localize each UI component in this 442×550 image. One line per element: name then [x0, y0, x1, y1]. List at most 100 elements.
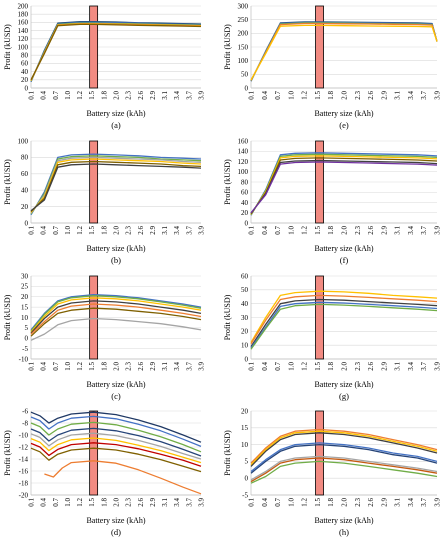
- x-tick-label: 0.1: [248, 498, 256, 507]
- x-tick-label: 1.8: [327, 498, 335, 507]
- series-line: [250, 294, 438, 345]
- x-tick-label: 0.4: [261, 91, 269, 100]
- y-tick-label: 100: [18, 137, 29, 145]
- x-tick-label: 0.7: [274, 362, 282, 371]
- x-tick-label: 2.0: [341, 226, 349, 235]
- series-line: [30, 23, 202, 81]
- x-tick-label: 2.9: [149, 362, 157, 371]
- y-tick-label: 50: [241, 71, 249, 79]
- x-tick-label: 0.1: [28, 226, 36, 235]
- x-tick-label: 2.6: [367, 91, 375, 100]
- series-line: [250, 157, 438, 215]
- series-line: [250, 442, 438, 473]
- series-line: [250, 21, 438, 82]
- y-tick-label: 160: [18, 19, 29, 27]
- series-line: [30, 447, 202, 473]
- highlight-band: [89, 140, 99, 224]
- y-tick-label: 20: [241, 328, 249, 336]
- y-tick-label: -12: [19, 443, 29, 451]
- x-tick-label: 3.9: [198, 91, 206, 100]
- x-tick-label: 2.3: [354, 362, 362, 371]
- x-tick-label: 0.7: [52, 362, 60, 371]
- y-tick-label: 5: [245, 458, 249, 466]
- series-line: [250, 290, 438, 343]
- series-line: [30, 432, 202, 460]
- y-tick-label: 100: [18, 43, 29, 51]
- x-tick-label: 2.3: [125, 91, 133, 100]
- x-tick-label: 0.7: [274, 498, 282, 507]
- x-tick-label: 3.7: [420, 362, 428, 371]
- x-tick-label: 2.0: [341, 498, 349, 507]
- x-tick-label: 2.3: [125, 226, 133, 235]
- y-tick-label: 40: [21, 187, 29, 195]
- x-axis-title: Battery size (kAh): [314, 516, 373, 525]
- x-tick-label: 1.2: [76, 362, 84, 371]
- y-tick-label: 100: [238, 168, 249, 176]
- y-tick-label: 40: [21, 68, 29, 76]
- x-tick-label: 2.3: [354, 226, 362, 235]
- panel-label: (c): [111, 391, 121, 401]
- y-tick-label: 0: [25, 219, 29, 227]
- x-tick-label: 1.2: [301, 498, 309, 507]
- y-tick-label: 15: [21, 303, 29, 311]
- x-tick-label: 1.5: [88, 91, 96, 100]
- y-tick-label: 5: [25, 324, 29, 332]
- y-tick-label: -18: [19, 479, 29, 487]
- x-tick-label: 1.5: [314, 91, 322, 100]
- x-tick-label: 3.4: [407, 91, 415, 100]
- x-tick-label: 1.8: [100, 226, 108, 235]
- series-line: [30, 163, 202, 212]
- x-tick-label: 1.5: [88, 498, 96, 507]
- panel-label: (g): [339, 391, 349, 401]
- x-tick-label: 3.4: [173, 226, 181, 235]
- x-tick-label: 0.4: [261, 362, 269, 371]
- x-tick-label: 2.6: [137, 498, 145, 507]
- series-line: [44, 460, 202, 495]
- series-line: [250, 460, 438, 484]
- series-line: [30, 411, 202, 443]
- x-tick-label: 0.1: [248, 226, 256, 235]
- series-line: [30, 421, 202, 453]
- x-tick-label: 2.0: [113, 362, 121, 371]
- y-tick-label: 60: [21, 170, 29, 178]
- x-tick-label: 1.8: [327, 362, 335, 371]
- panel-label: (e): [339, 120, 349, 130]
- y-tick-label: 200: [238, 30, 249, 38]
- y-tick-label: 0: [245, 355, 249, 363]
- series-line: [250, 22, 438, 81]
- x-tick-label: 1.0: [64, 362, 72, 371]
- x-tick-label: 2.9: [380, 226, 388, 235]
- x-tick-label: 2.0: [113, 226, 121, 235]
- y-tick-label: -10: [19, 355, 29, 363]
- x-tick-label: 2.6: [137, 226, 145, 235]
- series-line: [250, 161, 438, 214]
- x-tick-label: 0.1: [28, 362, 36, 371]
- panel-label: (b): [111, 255, 121, 265]
- y-tick-label: 100: [238, 57, 249, 65]
- x-tick-label: 0.4: [40, 226, 48, 235]
- x-tick-label: 2.0: [113, 498, 121, 507]
- x-tick-label: 1.0: [64, 498, 72, 507]
- highlight-band: [89, 410, 99, 496]
- x-tick-label: 0.4: [261, 226, 269, 235]
- x-tick-label: 2.9: [149, 498, 157, 507]
- series-line: [250, 155, 438, 215]
- x-tick-label: 1.0: [64, 91, 72, 100]
- y-tick-label: 25: [21, 283, 29, 291]
- series-line: [30, 295, 202, 332]
- y-tick-label: 300: [238, 2, 249, 10]
- series-line: [250, 443, 438, 474]
- y-tick-label: 0: [245, 475, 249, 483]
- x-tick-label: 1.2: [301, 91, 309, 100]
- x-tick-label: 3.4: [173, 362, 181, 371]
- x-tick-label: 3.9: [198, 498, 206, 507]
- y-tick-label: 20: [21, 293, 29, 301]
- y-tick-label: 15: [241, 424, 249, 432]
- y-tick-label: 160: [238, 137, 249, 145]
- series-line: [30, 160, 202, 212]
- y-tick-label: 140: [18, 27, 29, 35]
- y-tick-label: -20: [19, 491, 29, 499]
- y-tick-label: 10: [241, 441, 249, 449]
- y-tick-label: 20: [241, 407, 249, 415]
- y-tick-label: 0: [245, 84, 249, 92]
